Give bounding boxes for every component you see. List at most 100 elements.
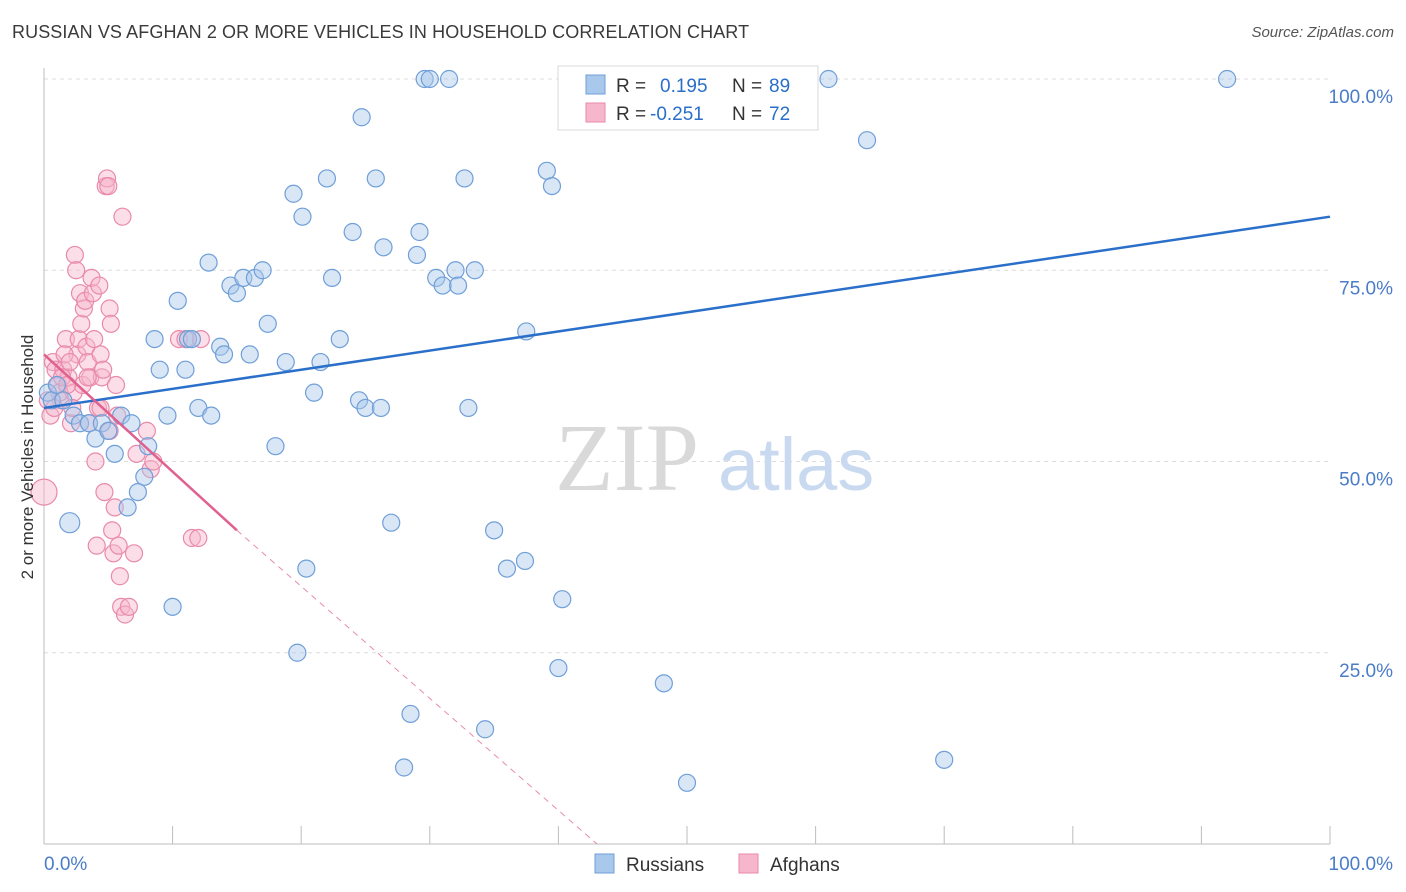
point-russians bbox=[150, 360, 169, 379]
point-russians bbox=[145, 330, 164, 349]
point-afghans bbox=[124, 544, 144, 563]
point-russians bbox=[935, 750, 954, 769]
point-russians bbox=[227, 284, 246, 303]
point-russians bbox=[182, 330, 201, 349]
point-afghans bbox=[65, 245, 84, 265]
point-russians bbox=[515, 551, 535, 571]
trendline-afghans-extension bbox=[236, 529, 598, 845]
trendline-afghans bbox=[43, 353, 238, 532]
legend-r-label-russians: R = bbox=[616, 76, 646, 97]
watermark: ZIP atlas bbox=[555, 404, 874, 511]
point-afghans bbox=[30, 478, 58, 506]
bottom-legend-russians: Russians bbox=[626, 855, 704, 876]
point-afghans bbox=[105, 498, 124, 517]
point-russians bbox=[322, 268, 342, 287]
series-legend: Russians Afghans bbox=[594, 853, 840, 876]
point-afghans bbox=[100, 299, 119, 318]
point-afghans bbox=[82, 268, 101, 287]
point-russians bbox=[139, 437, 158, 456]
point-russians bbox=[401, 704, 420, 724]
y-tick-labels: 25.0% 50.0% 75.0% 100.0% bbox=[1329, 87, 1394, 682]
point-russians bbox=[202, 406, 221, 425]
point-russians bbox=[258, 314, 277, 333]
point-russians bbox=[297, 559, 316, 578]
point-afghans bbox=[182, 528, 201, 548]
point-russians bbox=[356, 398, 375, 418]
y-tick-label: 100.0% bbox=[1329, 87, 1394, 108]
point-afghans bbox=[99, 177, 118, 196]
point-afghans bbox=[95, 483, 114, 502]
trendline-russians bbox=[43, 215, 1331, 410]
trend-lines bbox=[43, 215, 1331, 845]
point-russians bbox=[276, 352, 295, 372]
point-russians bbox=[1218, 69, 1237, 89]
point-afghans bbox=[119, 597, 138, 616]
point-russians bbox=[407, 245, 427, 265]
point-russians bbox=[371, 398, 391, 418]
point-russians bbox=[293, 207, 312, 226]
point-russians bbox=[677, 773, 697, 792]
point-russians bbox=[394, 758, 414, 777]
point-russians bbox=[284, 184, 303, 203]
point-russians bbox=[415, 69, 434, 89]
point-russians bbox=[654, 674, 673, 693]
point-russians bbox=[47, 375, 66, 395]
source-label: Source: ZipAtlas.com bbox=[1251, 24, 1394, 41]
point-afghans bbox=[108, 406, 127, 425]
point-afghans bbox=[74, 299, 93, 318]
chart-title: RUSSIAN VS AFGHAN 2 OR MORE VEHICLES IN … bbox=[12, 22, 750, 42]
legend-swatch-afghans bbox=[585, 102, 606, 123]
point-afghans bbox=[91, 345, 110, 364]
point-russians bbox=[343, 222, 362, 242]
point-afghans bbox=[97, 169, 117, 188]
point-russians bbox=[366, 169, 385, 188]
point-afghans bbox=[85, 330, 104, 349]
point-afghans bbox=[94, 360, 113, 379]
point-russians bbox=[382, 513, 401, 532]
point-russians bbox=[199, 253, 218, 272]
point-russians bbox=[455, 169, 474, 188]
point-russians bbox=[542, 177, 562, 196]
point-russians bbox=[857, 131, 877, 150]
point-russians bbox=[168, 291, 187, 310]
watermark-zip: ZIP bbox=[555, 404, 699, 511]
russians-series bbox=[38, 69, 1237, 792]
bottom-legend-afghans: Afghans bbox=[770, 855, 840, 876]
point-russians bbox=[214, 345, 234, 364]
grid-lines bbox=[44, 78, 1330, 654]
point-russians bbox=[128, 483, 147, 502]
legend-n-label-afghans: N = bbox=[732, 104, 762, 125]
point-afghans bbox=[72, 314, 91, 333]
point-russians bbox=[266, 437, 285, 456]
point-russians bbox=[448, 276, 468, 295]
correlation-legend: R = 0.195 N = 89 R = -0.251 N = 72 bbox=[557, 65, 819, 131]
point-afghans bbox=[78, 368, 97, 387]
point-russians bbox=[99, 421, 118, 440]
point-russians bbox=[118, 498, 137, 517]
y-tick-label: 25.0% bbox=[1339, 661, 1393, 682]
x-tick-labels: 0.0% 100.0% bbox=[44, 854, 1393, 875]
point-russians bbox=[352, 108, 371, 127]
point-russians bbox=[446, 261, 465, 280]
legend-swatch-russians bbox=[585, 74, 606, 95]
legend-r-value-russians: 0.195 bbox=[660, 76, 708, 97]
point-afghans bbox=[69, 330, 88, 349]
legend-n-label-russians: N = bbox=[732, 76, 762, 97]
point-afghans bbox=[67, 261, 86, 280]
point-afghans bbox=[103, 521, 122, 540]
point-russians bbox=[553, 590, 572, 609]
point-russians bbox=[245, 268, 265, 287]
y-tick-label: 50.0% bbox=[1339, 470, 1393, 491]
point-russians bbox=[163, 597, 182, 616]
point-russians bbox=[105, 444, 124, 463]
point-afghans bbox=[90, 276, 109, 295]
point-russians bbox=[433, 276, 452, 295]
bottom-legend-swatch-afghans bbox=[738, 853, 759, 874]
point-russians bbox=[304, 383, 324, 402]
point-afghans bbox=[109, 536, 128, 555]
point-russians bbox=[135, 467, 154, 486]
point-russians bbox=[59, 512, 81, 534]
point-russians bbox=[158, 406, 177, 425]
point-russians bbox=[537, 161, 556, 180]
y-axis-label: 2 or more Vehicles in Household bbox=[18, 335, 37, 580]
